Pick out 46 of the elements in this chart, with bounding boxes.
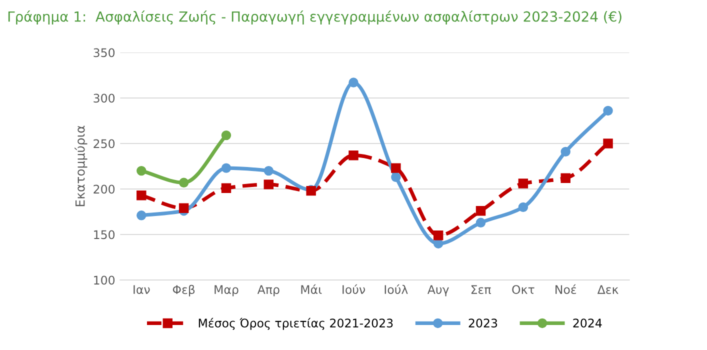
point [603, 106, 613, 116]
point [518, 202, 528, 212]
point [221, 183, 232, 193]
point [136, 166, 146, 176]
y-tick-label: 350 [94, 48, 115, 58]
y-axis-title: Εκατομμύρια [74, 126, 88, 206]
legend-label: 2023 [468, 318, 498, 328]
x-tick-label: Μάι [301, 284, 322, 294]
point [264, 166, 274, 176]
y-tick-label: 150 [94, 230, 115, 240]
legend-label: Μέσος Όρος τριετίας 2021-2023 [198, 318, 393, 330]
point [476, 218, 486, 228]
x-tick-label: Φεβ [172, 284, 195, 296]
point [433, 230, 444, 240]
y-tick-label: 250 [94, 139, 115, 148]
point [391, 172, 401, 182]
x-tick-label: Μαρ [214, 285, 238, 296]
point [221, 130, 232, 140]
point [518, 178, 528, 188]
x-tick-label: Αυγ [427, 285, 449, 296]
point [476, 206, 486, 216]
point [348, 78, 358, 88]
point [603, 138, 613, 148]
y-tick-label: 200 [94, 184, 115, 194]
x-tick-label: Ιούν [342, 284, 366, 294]
point [560, 173, 570, 183]
x-tick-label: Ιούλ [384, 284, 408, 294]
legend-label: 2024 [573, 318, 602, 328]
x-tick-label: Απρ [257, 285, 280, 296]
x-tick-label: Οκτ [512, 285, 534, 294]
point [391, 163, 401, 173]
y-tick-label: 100 [94, 276, 115, 285]
point [136, 190, 146, 200]
x-tick-label: Νοέ [556, 284, 576, 294]
point [348, 150, 358, 160]
x-tick-label: Σεπ [471, 285, 491, 294]
x-tick-label: Δεκ [597, 285, 618, 294]
point [178, 178, 189, 188]
x-tick-label: Ιαν [134, 285, 150, 294]
point [264, 180, 274, 190]
y-tick-label: 300 [94, 94, 115, 103]
point [178, 203, 189, 213]
point [560, 146, 570, 157]
chart-title: Γράφημα 1: Ασφαλίσεις Ζωής - Παραγωγή εγγεγραμμένων ασφαλίστρων 2023-2024 (€) [8, 10, 622, 25]
point [136, 210, 146, 220]
point [221, 163, 232, 173]
